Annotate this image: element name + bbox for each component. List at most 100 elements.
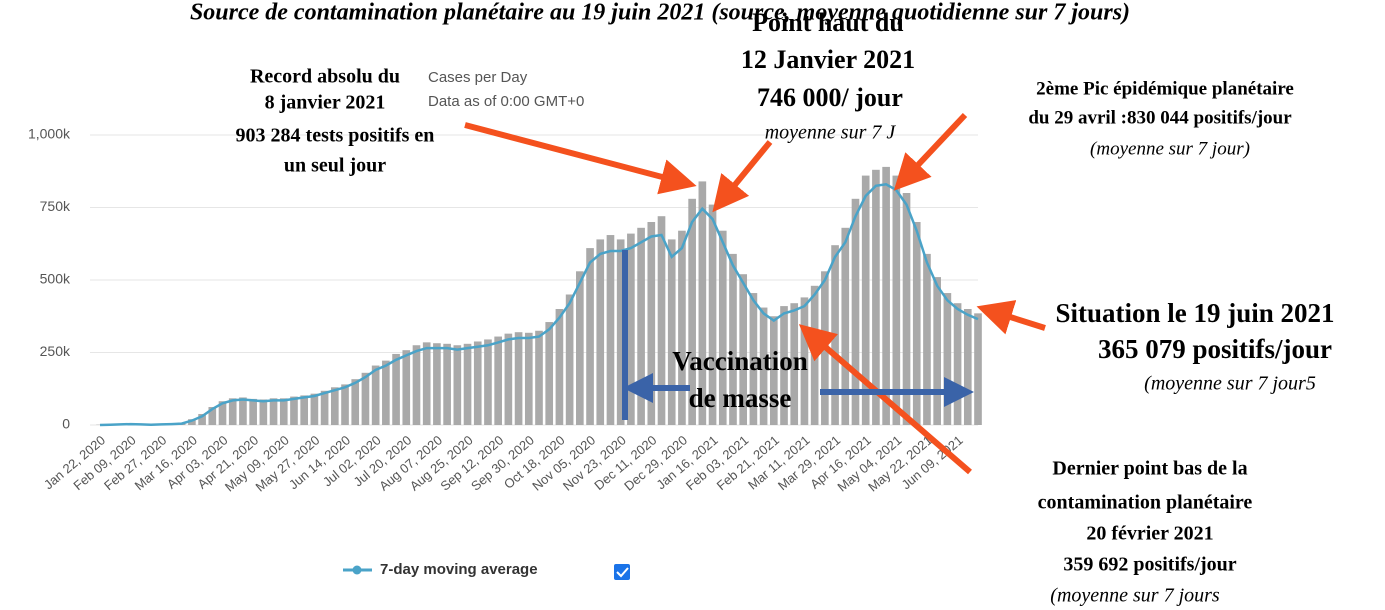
bar (851, 198, 860, 425)
bar (524, 332, 533, 425)
bar (678, 230, 686, 425)
bar (259, 399, 268, 425)
bar (218, 401, 227, 425)
bar (443, 343, 451, 425)
chart-note: Data as of 0:00 GMT+0 (428, 93, 584, 110)
bar (341, 384, 349, 425)
bar (463, 343, 472, 425)
bar (657, 216, 666, 425)
bar (627, 233, 635, 425)
bar (198, 413, 206, 425)
annotation: Record absolu du (250, 66, 400, 88)
annotation: du 29 avril :830 044 positifs/jour (1028, 107, 1292, 128)
bar (208, 407, 217, 425)
bar (361, 372, 370, 425)
bar (576, 271, 584, 425)
bar (504, 333, 513, 425)
bar (412, 345, 421, 425)
bar (841, 227, 850, 425)
bar (667, 239, 676, 425)
bar (310, 393, 319, 425)
bar (330, 387, 339, 425)
annotation: 20 février 2021 (1086, 523, 1213, 545)
bar (974, 313, 982, 425)
bar (371, 365, 380, 425)
bar (718, 230, 727, 425)
annotation: 903 284 tests positifs en (236, 125, 435, 147)
y-tick-label: 0 (62, 416, 70, 432)
bar (239, 397, 247, 425)
bar (279, 398, 288, 425)
bar (453, 345, 462, 425)
annotation: 746 000/ jour (757, 83, 903, 112)
chart-title: Source de contamination planétaire au 19… (190, 0, 1130, 26)
bar (698, 181, 707, 425)
bar (596, 239, 605, 425)
bar (769, 316, 778, 425)
annotation: 12 Janvier 2021 (741, 45, 915, 74)
bar (831, 245, 839, 425)
bar (882, 166, 890, 425)
legend-label: 7-day moving average (380, 561, 538, 578)
annotation: 359 692 positifs/jour (1063, 554, 1236, 576)
vaccination-arrows (622, 250, 974, 420)
annotation: 2ème Pic épidémique planétaire (1036, 78, 1294, 99)
bar (810, 285, 819, 425)
annotation: 8 janvier 2021 (265, 92, 386, 114)
bar (943, 293, 952, 425)
bar (545, 322, 554, 425)
bar (892, 175, 901, 425)
bar (433, 343, 441, 425)
y-tick-label: 250k (40, 343, 71, 359)
bar (729, 253, 737, 425)
bar (759, 307, 768, 425)
annotation: Situation le 19 juin 2021 (1055, 298, 1334, 328)
bar (708, 204, 717, 425)
annotation: moyenne sur 7 J (765, 122, 897, 144)
annotation: Vaccination (672, 346, 808, 376)
bar (422, 342, 431, 425)
bar (351, 379, 360, 425)
arrows (464, 112, 1046, 475)
bar (902, 193, 911, 425)
bar (535, 330, 543, 425)
annotation: Dernier point bas de la (1052, 458, 1247, 480)
bar (188, 419, 196, 425)
bar (473, 341, 482, 425)
bar (494, 336, 502, 425)
bar (912, 222, 921, 425)
bar (484, 339, 492, 425)
bar (249, 398, 257, 425)
bar (402, 350, 411, 425)
bar (872, 169, 880, 425)
average-line (99, 183, 979, 427)
annotation: de masse (689, 383, 792, 413)
bar (320, 390, 329, 425)
bar (923, 253, 931, 425)
y-tick-label: 750k (40, 198, 71, 214)
bar (555, 309, 564, 425)
annotation: un seul jour (284, 155, 386, 177)
bar (647, 222, 656, 425)
checkbox[interactable] (614, 564, 630, 580)
bar (933, 277, 941, 425)
bar (749, 293, 758, 425)
bar (739, 274, 748, 425)
bar (637, 227, 645, 425)
bar (382, 360, 390, 425)
bar (392, 353, 400, 425)
bar (290, 396, 298, 425)
chart-subtitle: Cases per Day (428, 69, 528, 86)
bar (688, 198, 696, 425)
bar (861, 175, 870, 425)
bar (790, 303, 799, 425)
bar (780, 306, 788, 425)
bar (514, 332, 523, 425)
annotation: 365 079 positifs/jour (1098, 334, 1332, 364)
annotation: Point haut du (752, 8, 904, 37)
bar (300, 395, 309, 425)
annotation: contamination planétaire (1038, 492, 1253, 514)
bar (616, 239, 625, 425)
annotation: (moyenne sur 7 jours (1050, 585, 1220, 607)
